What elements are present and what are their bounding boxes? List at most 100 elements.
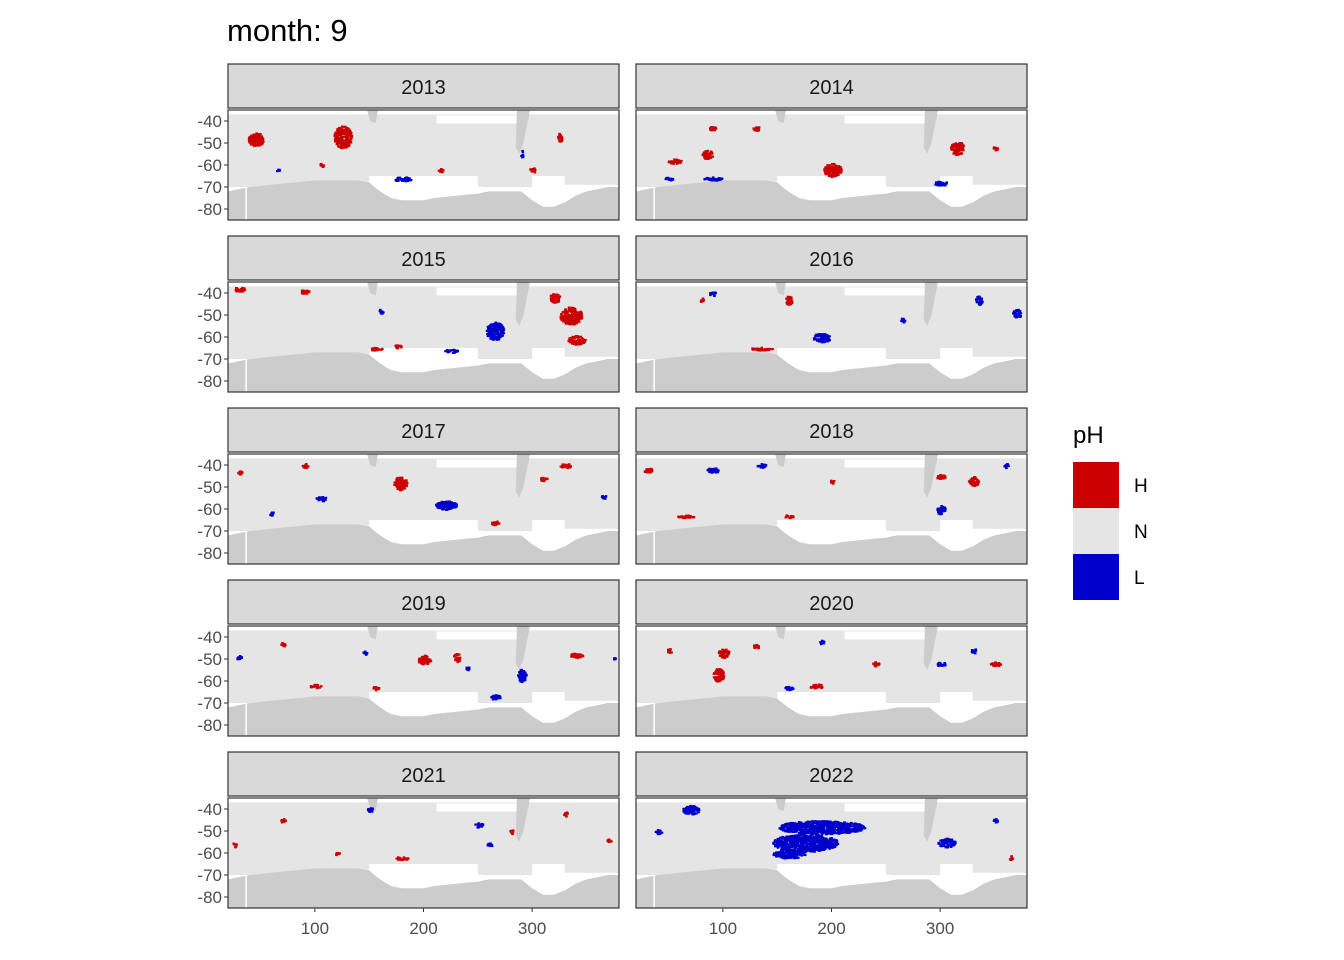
- high-ph-cell: [957, 149, 961, 152]
- low-ph-cell: [789, 687, 792, 690]
- low-ph-cell: [788, 846, 791, 849]
- low-ph-cell: [812, 850, 816, 853]
- high-ph-cell: [336, 852, 339, 855]
- high-ph-cell: [343, 128, 346, 131]
- low-ph-cell: [498, 326, 501, 329]
- low-ph-cell: [795, 830, 799, 833]
- low-ph-cell: [813, 841, 817, 844]
- high-ph-cluster: [393, 476, 409, 492]
- low-ph-cell: [844, 823, 848, 826]
- high-ph-cell: [418, 657, 421, 660]
- low-ph-cell: [832, 824, 835, 827]
- high-ph-cell: [421, 656, 424, 659]
- high-ph-cluster: [709, 126, 718, 132]
- low-ph-cell: [449, 506, 453, 509]
- low-ph-cell: [826, 826, 830, 830]
- high-ph-cell: [823, 168, 826, 171]
- low-ph-cell: [792, 838, 795, 842]
- high-ph-cluster: [280, 818, 287, 824]
- high-ph-cell: [458, 657, 461, 660]
- high-ph-cell: [550, 299, 553, 302]
- y-tick-label: -40: [197, 628, 222, 647]
- high-ph-cell: [343, 131, 346, 134]
- high-ph-cell: [337, 132, 341, 135]
- high-ph-cell: [712, 128, 715, 131]
- y-tick-label: -70: [197, 694, 222, 713]
- low-ph-cell: [822, 847, 825, 851]
- low-ph-cell: [711, 176, 715, 179]
- low-ph-cell: [833, 820, 837, 823]
- facet-strip-label: 2019: [401, 593, 446, 615]
- low-ph-cell: [806, 848, 810, 851]
- low-ph-cluster: [600, 495, 608, 500]
- low-ph-cell: [992, 819, 996, 822]
- low-ph-cell: [939, 662, 942, 665]
- high-ph-cell: [257, 134, 260, 137]
- high-ph-cell: [960, 142, 963, 145]
- high-ph-cell: [577, 311, 581, 314]
- low-ph-cell: [714, 470, 718, 473]
- ocean-area: [564, 520, 619, 529]
- low-ph-cell: [717, 177, 720, 180]
- high-ph-cell: [395, 857, 399, 860]
- low-ph-cell: [494, 324, 497, 327]
- low-ph-cell: [810, 847, 813, 850]
- high-ph-cell: [828, 173, 831, 176]
- low-ph-cell: [781, 837, 784, 840]
- high-ph-cell: [457, 653, 461, 656]
- low-ph-cell: [789, 839, 792, 842]
- high-ph-cell: [955, 146, 958, 149]
- high-ph-cell: [567, 339, 571, 342]
- low-ph-cell: [822, 341, 826, 344]
- high-ph-cell: [707, 157, 710, 160]
- low-ph-cell: [444, 350, 447, 353]
- low-ph-cell: [367, 810, 371, 813]
- low-ph-cell: [493, 330, 497, 333]
- low-ph-cell: [780, 844, 784, 847]
- high-ph-cell: [256, 140, 260, 143]
- high-ph-cell: [714, 677, 718, 680]
- low-ph-cell: [802, 830, 805, 833]
- y-tick-label: -50: [197, 650, 222, 669]
- low-ph-cell: [820, 334, 824, 337]
- high-ph-cell: [840, 169, 843, 172]
- low-ph-cell: [518, 671, 521, 674]
- low-ph-cell: [490, 328, 493, 331]
- low-ph-cell: [775, 841, 779, 844]
- low-ph-cell: [821, 820, 825, 823]
- high-ph-cell: [565, 465, 568, 468]
- high-ph-cell: [284, 819, 287, 822]
- low-ph-cell: [798, 827, 801, 831]
- low-ph-cluster: [276, 168, 281, 173]
- high-ph-cell: [710, 152, 714, 155]
- low-ph-cell: [830, 837, 833, 840]
- low-ph-cell: [444, 503, 448, 507]
- legend: pH HNL: [1073, 422, 1148, 600]
- ocean-area: [228, 692, 370, 703]
- high-ph-cell: [715, 668, 719, 671]
- high-ph-cell: [790, 515, 794, 518]
- low-ph-cell: [787, 828, 791, 832]
- low-ph-cell: [800, 826, 804, 829]
- high-ph-cell: [577, 320, 581, 323]
- high-ph-cell: [261, 142, 264, 145]
- low-ph-cell: [779, 839, 783, 842]
- panel-border: [635, 625, 1028, 737]
- high-ph-cell: [720, 672, 724, 676]
- low-ph-cell: [369, 810, 372, 813]
- high-ph-cell: [570, 314, 573, 318]
- low-ph-cell: [519, 676, 522, 679]
- high-ph-cell: [302, 289, 305, 292]
- low-ph-cluster: [517, 668, 528, 683]
- high-ph-cell: [952, 143, 955, 146]
- high-ph-cell: [420, 662, 424, 665]
- high-ph-cell: [771, 348, 774, 351]
- low-ph-cell: [860, 828, 864, 831]
- high-ph-cell: [835, 172, 839, 175]
- high-ph-cell: [680, 515, 683, 518]
- high-ph-cell: [406, 858, 409, 861]
- africa-land: [775, 626, 786, 640]
- high-ph-cell: [828, 174, 832, 177]
- low-ph-cell: [805, 840, 808, 843]
- high-ph-cell: [338, 852, 341, 855]
